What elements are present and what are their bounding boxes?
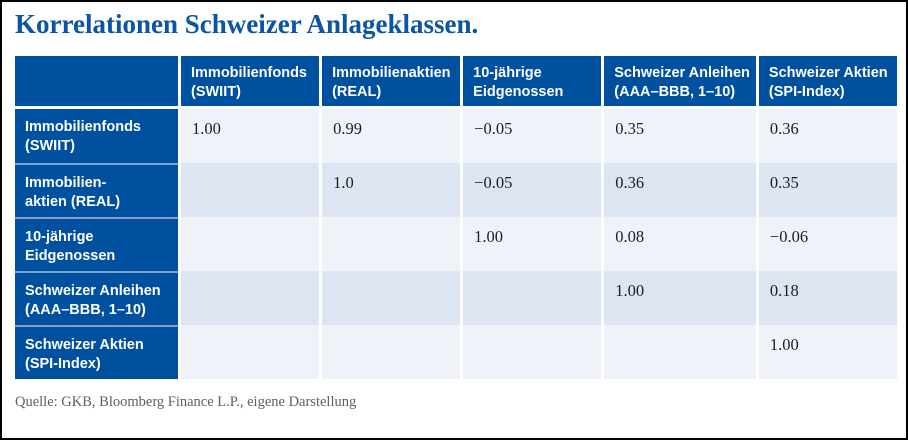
matrix-cell: 1.00	[463, 217, 602, 271]
matrix-cell	[322, 271, 461, 325]
matrix-cell: 1.00	[758, 325, 897, 379]
row-header-line: Schweizer Aktien	[25, 337, 144, 353]
col-header-line: Schweizer Aktien	[768, 65, 888, 81]
row-header-eidgenossen: 10-jährige Eidgenossen	[15, 217, 178, 271]
matrix-cell	[463, 271, 602, 325]
matrix-cell: 0.99	[322, 109, 461, 163]
matrix-cell	[604, 325, 756, 379]
row-header-line: Eidgenossen	[25, 248, 116, 264]
row-header-line: (SPI-Index)	[25, 356, 101, 372]
matrix-cell: 1.00	[604, 271, 756, 325]
col-header-immobilienaktien: Immobilienaktien (REAL)	[322, 56, 461, 109]
col-header-line: Eidgenossen	[473, 84, 564, 100]
matrix-cell: 0.36	[758, 109, 897, 163]
col-header-eidgenossen: 10-jährige Eidgenossen	[463, 56, 602, 109]
row-header-line: Immobilienfonds	[25, 119, 141, 135]
col-header-line: Immobilienaktien	[332, 65, 451, 81]
col-header-line: Immobilienfonds	[191, 65, 307, 81]
matrix-cell	[181, 271, 320, 325]
matrix-cell	[322, 217, 461, 271]
row-header-aktien: Schweizer Aktien (SPI-Index)	[15, 325, 178, 379]
row-header-line: Schweizer Anleihen	[25, 283, 161, 299]
row-header-line: aktien (REAL)	[25, 194, 121, 210]
page-title: Korrelationen Schweizer Anlageklassen.	[15, 9, 479, 39]
matrix-cell: 0.35	[758, 163, 897, 217]
matrix-cell	[463, 325, 602, 379]
col-header-line: (SPI-Index)	[768, 84, 845, 100]
col-header-line: (SWIIT)	[191, 84, 241, 100]
row-header-line: (SWIIT)	[25, 138, 75, 154]
matrix-cell	[322, 325, 461, 379]
col-header-anleihen: Schweizer Anleihen (AAA–BBB, 1–10)	[604, 56, 756, 109]
row-header-line: Immobilien-	[25, 175, 107, 191]
matrix-cell: 0.18	[758, 271, 897, 325]
row-header-anleihen: Schweizer Anleihen (AAA–BBB, 1–10)	[15, 271, 178, 325]
matrix-cell: −0.05	[463, 163, 602, 217]
row-header-immobilienfonds: Immobilienfonds (SWIIT)	[15, 109, 178, 163]
col-header-line: (REAL)	[332, 84, 382, 100]
matrix-cell	[181, 325, 320, 379]
col-header-line: 10-jährige	[473, 65, 542, 81]
col-header-line: Schweizer Anleihen	[614, 65, 750, 81]
matrix-cell: 0.36	[604, 163, 756, 217]
col-header-immobilienfonds: Immobilienfonds (SWIIT)	[181, 56, 320, 109]
matrix-cell	[181, 217, 320, 271]
row-header-immobilienaktien: Immobilien- aktien (REAL)	[15, 163, 178, 217]
matrix-cell: 1.00	[181, 109, 320, 163]
matrix-cell	[181, 163, 320, 217]
matrix-cell: −0.06	[758, 217, 897, 271]
source-note: Quelle: GKB, Bloomberg Finance L.P., eig…	[15, 394, 357, 410]
col-header-aktien: Schweizer Aktien (SPI-Index)	[758, 56, 897, 109]
corner-cell	[15, 56, 178, 109]
matrix-cell: −0.05	[463, 109, 602, 163]
matrix-cell: 0.08	[604, 217, 756, 271]
matrix-cell: 0.35	[604, 109, 756, 163]
matrix-cell: 1.0	[322, 163, 461, 217]
correlation-table: Immobilienfonds (SWIIT) Immobilienaktien…	[15, 56, 897, 379]
col-header-line: (AAA–BBB, 1–10)	[614, 84, 736, 100]
row-header-line: 10-jährige	[25, 229, 94, 245]
row-header-line: (AAA–BBB, 1–10)	[25, 302, 146, 318]
